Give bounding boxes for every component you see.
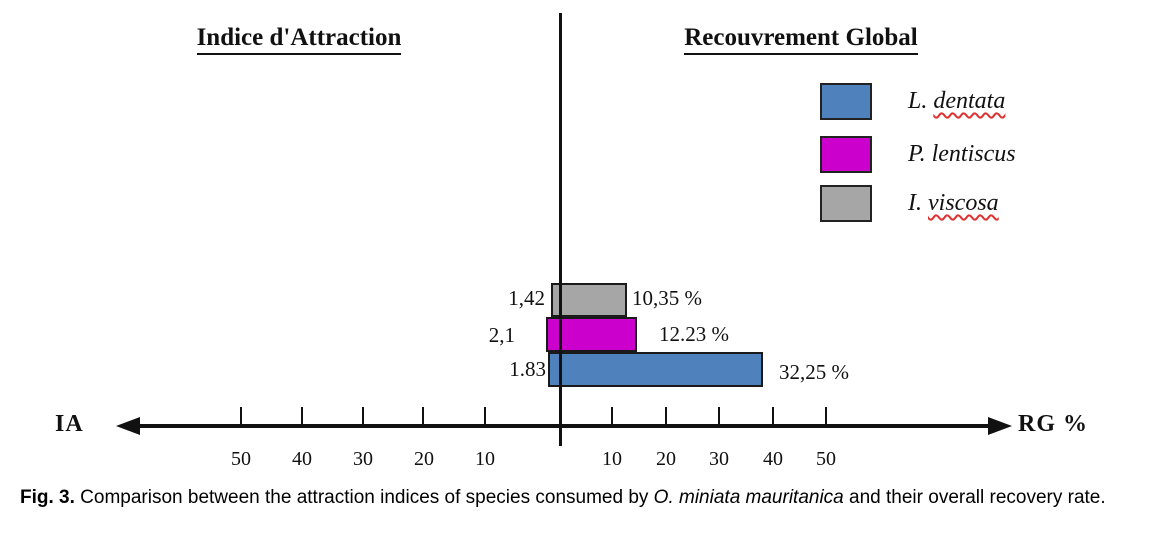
tick-label: 30 [709,448,729,470]
legend-species: lentiscus [931,141,1016,167]
tick-label: 10 [602,448,622,470]
caption-species-name: O. miniata mauritanica [653,487,844,508]
legend-swatch-gray [820,185,872,222]
ia-value-l-dentata: 1.83 [509,357,546,381]
rg-axis-label: RG % [1018,411,1088,437]
tick-label: 30 [353,448,373,470]
bar-l-dentata [548,352,763,387]
tick-right-50 [825,407,827,424]
rg-value-l-dentata: 32,25 % [779,360,849,384]
rg-value-p-lentiscus: 12.23 % [659,322,729,346]
caption-text-2: and their overall recovery rate. [843,487,1106,508]
rg-value-i-viscosa: 10,35 % [632,286,702,310]
caption-figure-number: Fig. 3. [20,487,75,508]
right-section-title-text: Recouvrement Global [684,24,918,55]
tick-right-20 [665,407,667,424]
legend-swatch-magenta [820,136,872,173]
legend-label: L. dentata [908,88,1005,115]
tick-left-50 [240,407,242,424]
legend-item-i-viscosa: I. viscosa [820,185,999,222]
caption-text-1: Comparison between the attraction indice… [74,487,654,508]
ia-value-p-lentiscus: 2,1 [488,323,515,347]
legend-item-p-lentiscus: P. lentiscus [820,136,1016,173]
tick-right-30 [718,407,720,424]
tick-left-10 [484,407,486,424]
left-section-title-text: Indice d'Attraction [196,24,402,55]
right-arrowhead [988,417,1012,435]
tick-label: 50 [231,448,251,470]
tick-label: 20 [414,448,434,470]
tick-left-40 [301,407,303,424]
ia-value-i-viscosa: 1,42 [508,286,545,310]
tick-label: 50 [816,448,836,470]
legend-species: viscosa [928,190,999,216]
legend-item-l-dentata: L. dentata [820,83,1005,120]
horizontal-axis-line [130,424,995,428]
vertical-axis-line [559,13,562,446]
bar-i-viscosa [551,283,627,317]
figure-caption: Fig. 3. Comparison between the attractio… [20,487,1142,509]
tick-left-30 [362,407,364,424]
legend-label: P. lentiscus [908,141,1016,168]
tick-right-10 [611,407,613,424]
tick-label: 40 [763,448,783,470]
legend-genus: L. [908,88,928,114]
left-section-title: Indice d'Attraction [139,24,459,55]
legend-genus: I. [908,190,922,216]
left-arrowhead [116,417,140,435]
right-section-title: Recouvrement Global [641,24,961,55]
legend-genus: P. [908,141,926,167]
legend-swatch-blue [820,83,872,120]
tick-left-20 [422,407,424,424]
tick-label: 40 [292,448,312,470]
tick-right-40 [772,407,774,424]
tick-label: 20 [656,448,676,470]
legend-label: I. viscosa [908,190,999,217]
tick-label: 10 [475,448,495,470]
ia-axis-label: IA [55,411,84,437]
legend-species: dentata [933,88,1006,114]
